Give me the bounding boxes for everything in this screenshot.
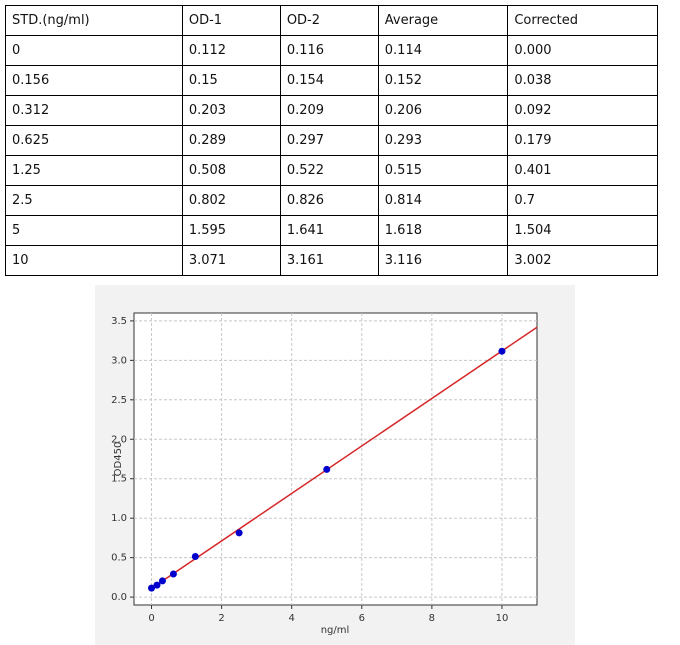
y-tick-label: 3.5 — [111, 316, 127, 327]
x-tick-label: 6 — [359, 613, 365, 624]
table-row: 1.25 0.508 0.522 0.515 0.401 — [5, 155, 658, 186]
table-row: 5 1.595 1.641 1.618 1.504 — [5, 215, 658, 246]
table-cell: 0.515 — [377, 155, 509, 186]
table-cell: 1.25 — [5, 155, 183, 186]
table-cell: 1.595 — [181, 215, 281, 246]
y-tick-label: 1.5 — [111, 474, 127, 485]
table-cell: 5 — [5, 215, 183, 246]
table-cell: 0.206 — [377, 95, 509, 126]
data-point — [235, 529, 243, 537]
table-row: 0.625 0.289 0.297 0.293 0.179 — [5, 125, 658, 156]
table-cell: 0.156 — [5, 65, 183, 96]
table-cell: 3.161 — [279, 245, 379, 276]
table-cell: OD-1 — [181, 5, 281, 36]
fit-line — [151, 326, 538, 590]
table-cell: 0.289 — [181, 125, 281, 156]
table-cell: 0.293 — [377, 125, 509, 156]
table-cell: 3.002 — [507, 245, 658, 276]
table-cell: 0.625 — [5, 125, 183, 156]
table-cell: 0.179 — [507, 125, 658, 156]
table-cell: 1.504 — [507, 215, 658, 246]
table-cell: 0.312 — [5, 95, 183, 126]
data-point — [498, 347, 506, 355]
table-cell: 1.618 — [377, 215, 509, 246]
y-tick-label: 0.0 — [111, 592, 127, 603]
table-cell: 0.802 — [181, 185, 281, 216]
table-cell: 0.092 — [507, 95, 658, 126]
header-row: STD.(ng/ml) OD-1 OD-2 Average Corrected — [5, 5, 658, 36]
table-cell: OD-2 — [279, 5, 379, 36]
y-tick-label: 1.0 — [111, 513, 127, 524]
x-tick-label: 2 — [218, 613, 224, 624]
table-cell: 0.112 — [181, 35, 281, 66]
table-row: 0 0.112 0.116 0.114 0.000 — [5, 35, 658, 66]
data-point — [153, 581, 161, 589]
data-point — [323, 465, 331, 473]
y-tick-label: 2.5 — [111, 395, 127, 406]
table-cell: 0.508 — [181, 155, 281, 186]
table-cell: 3.116 — [377, 245, 509, 276]
table-cell: 1.641 — [279, 215, 379, 246]
table-cell: 0.15 — [181, 65, 281, 96]
plot-area — [133, 312, 538, 606]
x-tick-label: 10 — [496, 613, 509, 624]
y-tick-label: 3.0 — [111, 355, 127, 366]
y-tick-label: 0.5 — [111, 553, 127, 564]
table-cell: 0.154 — [279, 65, 379, 96]
table-row: 2.5 0.802 0.826 0.814 0.7 — [5, 185, 658, 216]
x-tick-label: 0 — [148, 613, 154, 624]
table-cell: 0.000 — [507, 35, 658, 66]
y-tick-label: 2.0 — [111, 434, 127, 445]
table-cell: 0.7 — [507, 185, 658, 216]
x-axis-label: ng/ml — [321, 625, 350, 636]
data-table: STD.(ng/ml) OD-1 OD-2 Average Corrected 0 0.11… — [5, 5, 658, 276]
data-point — [158, 577, 166, 585]
table-cell: 0.826 — [279, 185, 379, 216]
table-cell: 0.152 — [377, 65, 509, 96]
table-cell: 0.116 — [279, 35, 379, 66]
table-cell: 0.401 — [507, 155, 658, 186]
data-point — [169, 570, 177, 578]
table-cell: 0.522 — [279, 155, 379, 186]
data-point — [148, 584, 156, 592]
table-cell: Corrected — [507, 5, 658, 36]
table-cell: 10 — [5, 245, 183, 276]
table-cell: 0.814 — [377, 185, 509, 216]
x-tick-label: 4 — [289, 613, 295, 624]
data-point — [191, 552, 199, 560]
table-cell: 0.297 — [279, 125, 379, 156]
chart: ng/ml OD450 0 2 4 6 8 10 0.0 0.5 1.0 1.5 2.0 2.5 3.0… — [95, 285, 575, 645]
table-cell: 0.209 — [279, 95, 379, 126]
table-cell: STD.(ng/ml) — [5, 5, 183, 36]
table-cell: 0.114 — [377, 35, 509, 66]
table-cell: 0.203 — [181, 95, 281, 126]
table-cell: 2.5 — [5, 185, 183, 216]
table-row: 10 3.071 3.161 3.116 3.002 — [5, 245, 658, 276]
table-cell: 0 — [5, 35, 183, 66]
table-cell: Average — [377, 5, 509, 36]
x-tick-label: 8 — [429, 613, 435, 624]
table-row: 0.156 0.15 0.154 0.152 0.038 — [5, 65, 658, 96]
table-row: 0.312 0.203 0.209 0.206 0.092 — [5, 95, 658, 126]
table-cell: 3.071 — [181, 245, 281, 276]
table-cell: 0.038 — [507, 65, 658, 96]
y-axis-label: OD450 — [113, 442, 124, 477]
